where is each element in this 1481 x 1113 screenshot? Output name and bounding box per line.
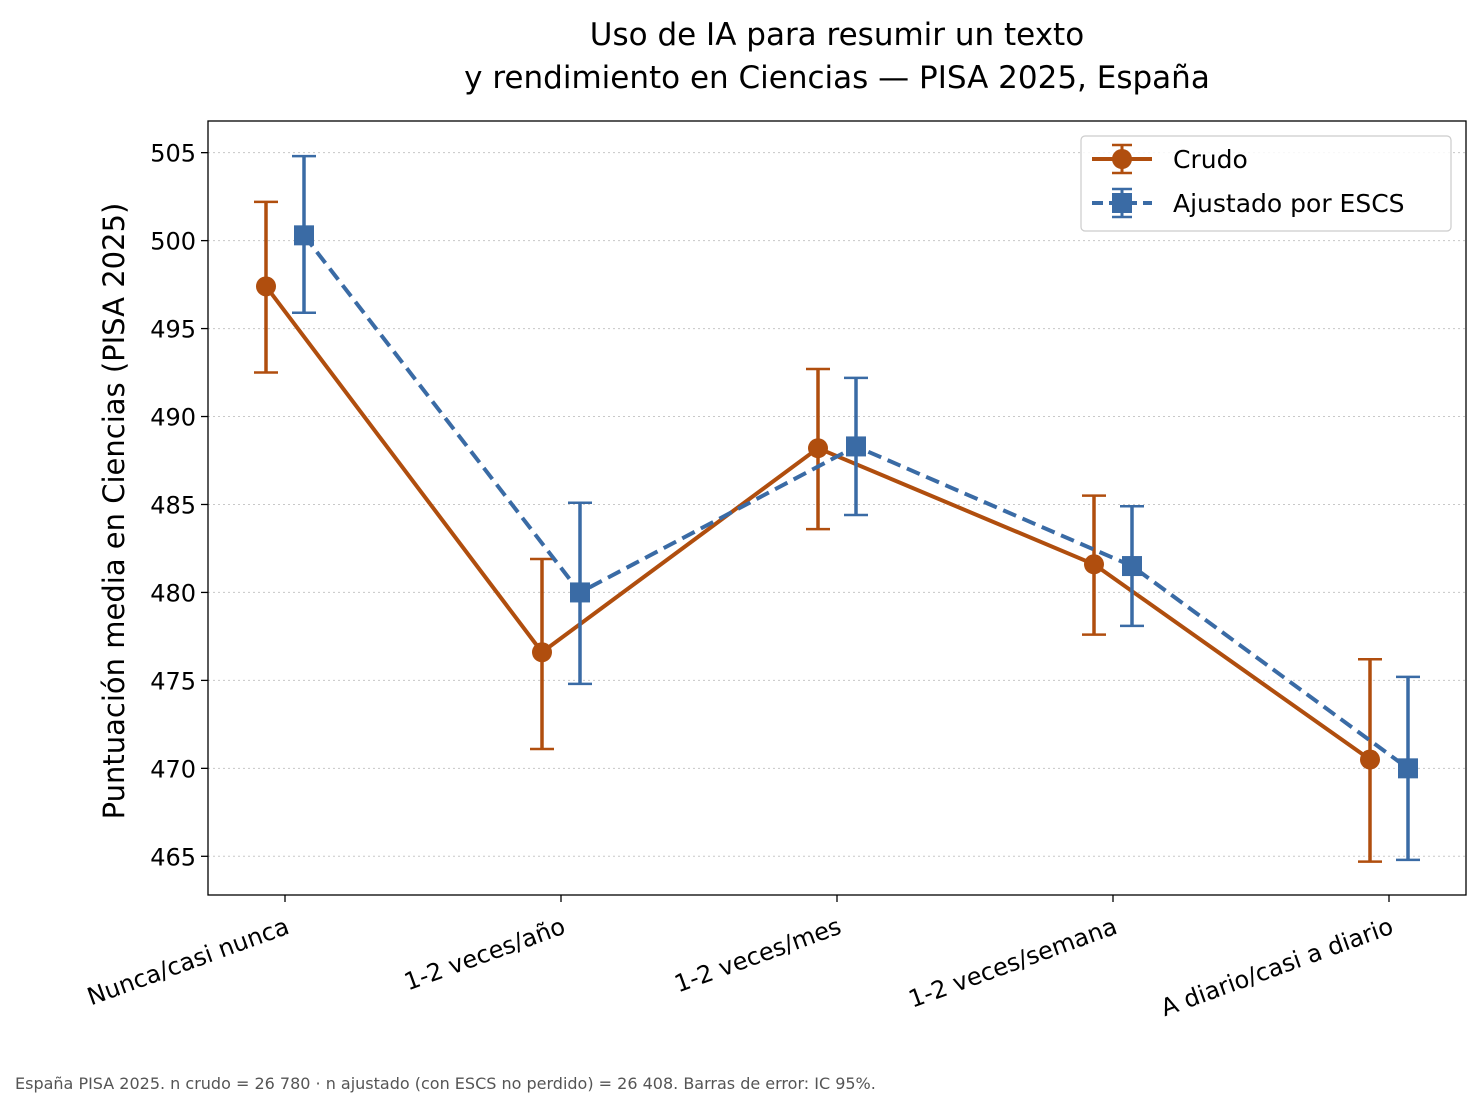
chart-title-line: Uso de IA para resumir un texto (590, 17, 1084, 53)
x-tick-label: Nunca/casi nunca (83, 912, 292, 1011)
y-tick-label: 495 (150, 316, 196, 344)
data-point (256, 276, 276, 297)
y-axis-label: Puntuación media en Ciencias (PISA 2025) (97, 203, 131, 820)
x-tick-label: A diario/casi a diario (1157, 912, 1397, 1022)
y-tick-label: 505 (150, 140, 196, 168)
legend-label: Ajustado por ESCS (1173, 189, 1405, 218)
data-point (570, 582, 590, 603)
x-tick-label: 1-2 veces/semana (905, 912, 1121, 1013)
x-tick-label: 1-2 veces/mes (671, 912, 845, 998)
legend-marker (1112, 193, 1132, 213)
chart-title: Uso de IA para resumir un texto y rendimi… (464, 17, 1210, 96)
y-tick-label: 480 (150, 579, 196, 607)
series-ajustado (292, 154, 1420, 862)
legend-label: Crudo (1173, 145, 1248, 174)
plot-frame (207, 120, 1467, 896)
x-tick-label: 1-2 veces/año (400, 912, 568, 996)
legend-marker (1112, 149, 1132, 169)
x-axis-ticks: Nunca/casi nunca 1-2 veces/año 1-2 veces/m… (83, 895, 1397, 1022)
y-tick-label: 485 (150, 491, 196, 519)
series (254, 154, 1420, 863)
data-point (1398, 758, 1418, 779)
chart: Uso de IA para resumir un texto y rendimi… (83, 17, 1467, 1022)
data-point (294, 225, 314, 246)
y-axis-ticks: 465 470 475 480 485 490 495 500 505 (150, 140, 208, 871)
grid-lines (208, 152, 1466, 857)
y-tick-label: 500 (150, 228, 196, 256)
data-point (808, 438, 828, 459)
legend-box (1080, 135, 1452, 232)
data-point (532, 642, 552, 663)
y-tick-label: 475 (150, 667, 196, 695)
data-point (1122, 556, 1142, 577)
legend: Crudo Ajustado por ESCS (1080, 135, 1452, 232)
data-point (1084, 554, 1104, 575)
y-tick-label: 465 (150, 843, 196, 871)
series-crudo (254, 200, 1382, 863)
data-point (1360, 749, 1380, 770)
y-tick-label: 470 (150, 755, 196, 783)
y-tick-label: 490 (150, 404, 196, 432)
data-point (846, 436, 866, 457)
footnote: España PISA 2025. n crudo = 26 780 · n a… (15, 1074, 876, 1093)
chart-title-line: y rendimiento en Ciencias — PISA 2025, E… (464, 60, 1210, 96)
